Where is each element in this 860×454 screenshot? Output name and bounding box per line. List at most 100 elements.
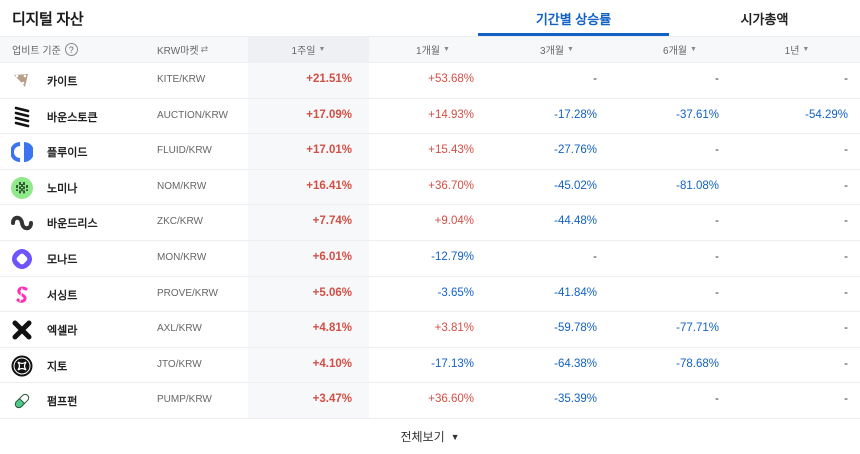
- pump-icon: [11, 390, 33, 412]
- chevron-down-icon: ▼: [450, 431, 460, 442]
- change-1year: -: [844, 144, 848, 157]
- coin-name: 모나드: [47, 253, 78, 266]
- header-label: 3개월: [540, 46, 565, 57]
- change-1month: +36.70%: [428, 179, 474, 192]
- header-3month[interactable]: 3개월 ▼: [496, 37, 618, 62]
- coin-pair: KITE/KRW: [157, 74, 206, 85]
- change-3month: -45.02%: [554, 179, 597, 192]
- selected-column-highlight: [248, 63, 369, 419]
- change-1month: -17.13%: [431, 357, 474, 370]
- change-1year: -54.29%: [805, 108, 848, 121]
- change-6month: -37.61%: [676, 108, 719, 121]
- change-6month: -77.71%: [676, 322, 719, 335]
- change-1year: -: [844, 215, 848, 228]
- coin-name: 플루이드: [47, 147, 88, 160]
- header-label: 6개월: [663, 46, 688, 57]
- boundless-icon: [11, 212, 33, 234]
- change-3month: -35.39%: [554, 393, 597, 406]
- change-3month: -59.78%: [554, 322, 597, 335]
- table-row[interactable]: 플루이드 FLUID/KRW +17.01% +15.43% -27.76% -…: [0, 134, 860, 170]
- coin-pair: FLUID/KRW: [157, 145, 212, 157]
- help-icon[interactable]: ?: [64, 43, 78, 56]
- coin-pair: PROVE/KRW: [157, 287, 218, 299]
- sort-down-icon: ▼: [318, 46, 326, 53]
- view-all-button[interactable]: 전체보기 ▼: [0, 419, 860, 454]
- change-1week: +21.51%: [306, 73, 352, 85]
- view-all-label: 전체보기: [400, 430, 445, 444]
- change-1week: +7.74%: [312, 215, 352, 228]
- table-row[interactable]: 지토 JTO/KRW +4.10% -17.13% -64.38% -78.68…: [0, 348, 860, 384]
- axelar-icon: [11, 319, 33, 341]
- header-6month[interactable]: 6개월 ▼: [619, 37, 741, 62]
- table-row[interactable]: 바운드리스 ZKC/KRW +7.74% +9.04% -44.48% - -: [0, 205, 860, 241]
- change-1week: +5.06%: [312, 286, 352, 299]
- change-1week: +17.09%: [306, 108, 352, 121]
- change-6month: -: [715, 73, 719, 85]
- coin-name: 노미나: [47, 182, 78, 195]
- change-6month: -: [715, 393, 719, 406]
- change-3month: -: [593, 250, 597, 263]
- coin-pair: JTO/KRW: [157, 358, 202, 370]
- table-row[interactable]: 서싱트 PROVE/KRW +5.06% -3.65% -41.84% - -: [0, 277, 860, 313]
- change-1month: -3.65%: [437, 286, 474, 299]
- change-1year: -: [844, 286, 848, 299]
- table-row[interactable]: 카이트 KITE/KRW +21.51% +53.68% - - -: [0, 63, 860, 99]
- change-1year: -: [844, 73, 848, 85]
- bounce-token-icon: [11, 106, 33, 128]
- change-1year: -: [844, 322, 848, 335]
- change-1month: +36.60%: [428, 393, 474, 406]
- table-row[interactable]: 바운스토큰 AUCTION/KRW +17.09% +14.93% -17.28…: [0, 99, 860, 135]
- change-1year: -: [844, 250, 848, 263]
- change-3month: -64.38%: [554, 357, 597, 370]
- sort-down-icon: ▼: [802, 46, 810, 53]
- change-6month: -: [715, 215, 719, 228]
- basis-text: 업비트 기준: [12, 46, 61, 57]
- change-1week: +6.01%: [312, 250, 352, 263]
- coin-pair: ZKC/KRW: [157, 216, 203, 228]
- basis-label: 업비트 기준 ?: [12, 37, 78, 62]
- coin-name: 펌프펀: [47, 396, 78, 409]
- fluid-icon: [11, 141, 33, 163]
- table-row[interactable]: 노미나 NOM/KRW +16.41% +36.70% -45.02% -81.…: [0, 170, 860, 206]
- table-header: 업비트 기준 ? KRW마켓 ⇄ 1주일 ▼ 1개월 ▼ 3개월 ▼ 6개월 ▼…: [0, 36, 860, 63]
- change-1week: +4.10%: [312, 357, 352, 370]
- nomina-icon: [11, 176, 33, 199]
- change-1year: -: [844, 357, 848, 370]
- change-1month: +14.93%: [428, 108, 474, 121]
- top-bar: 디지털 자산 기간별 상승률 시가총액: [0, 0, 860, 36]
- change-6month: -: [715, 144, 719, 157]
- table-row[interactable]: 펌프펀 PUMP/KRW +3.47% +36.60% -35.39% - -: [0, 383, 860, 419]
- change-6month: -: [715, 286, 719, 299]
- coin-pair: PUMP/KRW: [157, 394, 212, 406]
- tab-period-return[interactable]: 기간별 상승률: [478, 0, 669, 36]
- sort-down-icon: ▼: [567, 46, 574, 53]
- coin-name: 서싱트: [47, 289, 78, 302]
- change-1month: -12.79%: [431, 250, 474, 263]
- header-1year[interactable]: 1년 ▼: [736, 37, 858, 62]
- change-6month: -: [715, 250, 719, 263]
- swap-icon: ⇄: [200, 44, 209, 54]
- kite-icon: [11, 70, 33, 92]
- change-3month: -: [593, 73, 597, 85]
- change-1week: +16.41%: [306, 179, 352, 192]
- header-1week[interactable]: 1주일 ▼: [248, 37, 369, 62]
- header-1month[interactable]: 1개월 ▼: [372, 37, 494, 62]
- jito-icon: [11, 355, 33, 377]
- market-sort-header[interactable]: KRW마켓 ⇄: [157, 37, 208, 62]
- change-3month: -41.84%: [554, 286, 597, 299]
- table-row[interactable]: 모나드 MON/KRW +6.01% -12.79% - - -: [0, 241, 860, 277]
- change-3month: -44.48%: [554, 215, 597, 228]
- coin-pair: MON/KRW: [157, 251, 207, 263]
- coin-pair: AUCTION/KRW: [157, 109, 228, 121]
- coin-name: 엑셀라: [47, 325, 78, 338]
- coin-name: 지토: [47, 360, 68, 373]
- table-row[interactable]: 엑셀라 AXL/KRW +4.81% +3.81% -59.78% -77.71…: [0, 312, 860, 348]
- page-title: 디지털 자산: [12, 11, 84, 28]
- change-1month: +15.43%: [428, 144, 474, 157]
- change-3month: -17.28%: [554, 108, 597, 121]
- change-6month: -78.68%: [676, 357, 719, 370]
- change-1month: +9.04%: [434, 215, 474, 228]
- header-label: 1주일: [291, 46, 316, 57]
- tab-market-cap[interactable]: 시가총액: [740, 11, 789, 27]
- change-1week: +17.01%: [306, 144, 352, 157]
